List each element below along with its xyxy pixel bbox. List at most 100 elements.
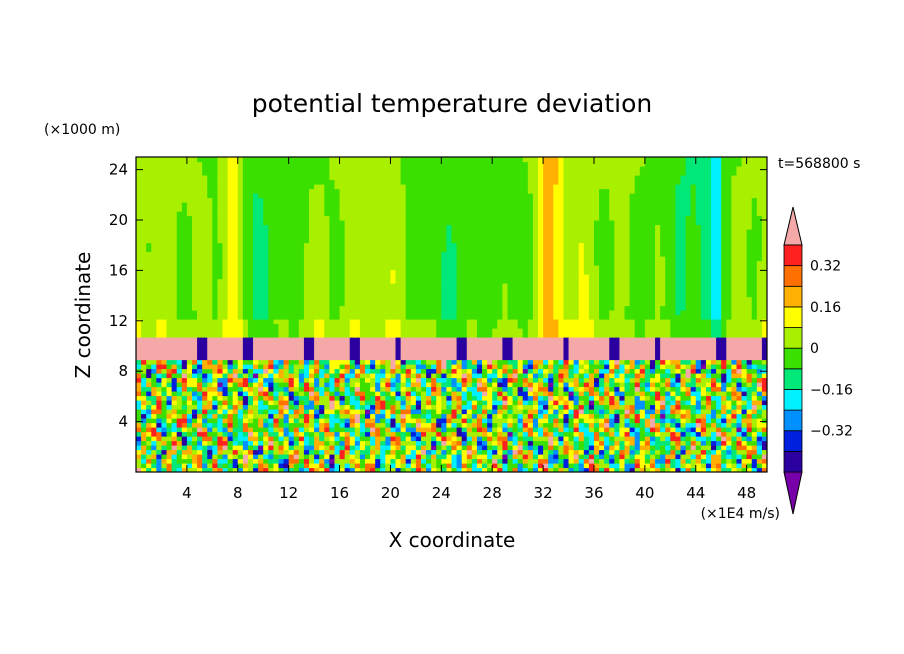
field-cell <box>660 386 666 392</box>
field-cell <box>339 449 346 455</box>
field-cell <box>604 305 610 311</box>
field-cell <box>242 463 249 469</box>
field-cell <box>558 445 565 451</box>
field-cell <box>212 467 219 472</box>
field-cell <box>695 404 702 410</box>
field-cell <box>451 328 458 334</box>
field-cell <box>599 310 605 316</box>
field-cell <box>721 319 727 325</box>
field-cell <box>314 436 320 442</box>
field-cell <box>670 391 676 397</box>
field-cell <box>298 305 305 311</box>
field-cell <box>461 436 468 442</box>
field-cell <box>181 296 188 302</box>
field-cell <box>247 341 254 347</box>
field-cell <box>415 431 422 437</box>
field-cell <box>242 431 249 437</box>
field-cell <box>385 445 392 451</box>
field-cell <box>604 467 610 472</box>
field-cell <box>385 368 392 374</box>
field-cell <box>517 377 524 383</box>
field-cell <box>563 400 570 406</box>
field-cell <box>324 346 330 352</box>
field-cell <box>690 292 697 298</box>
field-cell <box>370 413 376 419</box>
field-cell <box>502 391 509 397</box>
field-cell <box>303 449 310 455</box>
field-cell <box>619 431 626 437</box>
field-cell <box>390 436 397 442</box>
field-cell <box>471 400 478 406</box>
field-cell <box>197 305 203 311</box>
field-cell <box>141 287 147 293</box>
field-cell <box>670 301 676 307</box>
field-cell <box>349 395 356 401</box>
field-cell <box>583 431 590 437</box>
field-cell <box>268 377 274 383</box>
field-cell <box>319 467 325 472</box>
field-cell <box>466 310 473 316</box>
field-cell <box>527 400 534 406</box>
field-cell <box>634 368 641 374</box>
field-cell <box>629 301 636 307</box>
field-cell <box>451 382 458 388</box>
field-cell <box>303 305 310 311</box>
field-cell <box>141 332 147 338</box>
field-cell <box>380 427 386 433</box>
field-cell <box>497 314 503 320</box>
field-cell <box>614 368 621 374</box>
field-cell <box>263 431 269 437</box>
field-cell <box>655 449 661 455</box>
field-cell <box>751 467 758 472</box>
field-cell <box>588 382 595 388</box>
field-cell <box>451 314 458 320</box>
field-cell <box>273 431 280 437</box>
field-cell <box>487 404 493 410</box>
field-cell <box>451 373 458 379</box>
field-cell <box>497 332 503 338</box>
field-cell <box>370 296 376 302</box>
field-cell <box>660 440 666 446</box>
field-cell <box>629 377 636 383</box>
field-cell <box>649 454 656 460</box>
field-cell <box>303 400 310 406</box>
field-cell <box>548 328 554 334</box>
field-cell <box>507 382 514 388</box>
field-cell <box>222 427 229 433</box>
field-cell <box>242 418 249 424</box>
field-cell <box>609 427 615 433</box>
field-cell <box>354 445 361 451</box>
field-cell <box>553 332 559 338</box>
field-cell <box>461 355 468 361</box>
field-cell <box>375 346 381 352</box>
field-cell <box>283 328 290 334</box>
field-cell <box>247 391 254 397</box>
field-cell <box>451 454 458 460</box>
field-cell <box>746 314 753 320</box>
field-cell <box>314 364 320 370</box>
field-cell <box>258 296 264 302</box>
field-cell <box>324 427 330 433</box>
field-cell <box>288 427 295 433</box>
field-cell <box>502 404 509 410</box>
field-cell <box>161 413 168 419</box>
field-cell <box>288 395 295 401</box>
field-cell <box>349 391 356 397</box>
field-cell <box>471 404 478 410</box>
field-cell <box>695 368 702 374</box>
field-cell <box>217 341 224 347</box>
field-cell <box>466 332 473 338</box>
field-cell <box>492 422 498 428</box>
field-cell <box>705 301 712 307</box>
field-cell <box>487 368 493 374</box>
field-cell <box>578 377 585 383</box>
field-cell <box>415 409 422 415</box>
field-cell <box>151 427 157 433</box>
field-cell <box>268 301 274 307</box>
field-cell <box>624 355 631 361</box>
field-cell <box>680 454 687 460</box>
field-cell <box>497 377 503 383</box>
field-cell <box>359 305 366 311</box>
field-cell <box>721 454 727 460</box>
field-cell <box>420 319 427 325</box>
